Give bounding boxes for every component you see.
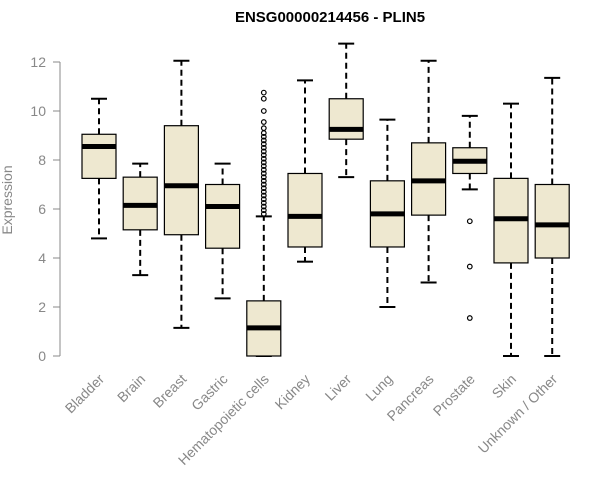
y-tick-label: 6 [38, 201, 46, 217]
box-7 [328, 42, 364, 179]
outlier-point [260, 133, 267, 140]
outlier-point [260, 163, 267, 170]
y-tick-label: 2 [38, 299, 46, 315]
iqr-box [328, 98, 364, 140]
x-tick-label: Lung [362, 371, 395, 404]
outlier-point [260, 203, 267, 210]
outlier-point [260, 210, 267, 217]
outlier-point [260, 181, 267, 188]
outlier-point [260, 159, 267, 166]
y-tick-label: 0 [38, 348, 46, 364]
outlier-point [260, 155, 267, 162]
outlier-point [260, 95, 267, 102]
iqr-box [287, 172, 323, 248]
box-10 [452, 114, 488, 321]
x-tick-label: Brain [114, 371, 148, 405]
outlier-point [260, 199, 267, 206]
box-11 [493, 102, 529, 357]
iqr-box [205, 183, 241, 249]
iqr-box [163, 125, 199, 236]
box-3 [163, 59, 199, 329]
outlier-point [466, 218, 473, 225]
outlier-point [260, 152, 267, 159]
x-tick-label: Liver [322, 371, 355, 404]
y-tick-label: 12 [30, 54, 46, 70]
outlier-point [260, 141, 267, 147]
outlier-point [466, 315, 473, 321]
outlier-point [260, 119, 267, 125]
outlier-point [260, 125, 267, 132]
outlier-point [260, 144, 267, 151]
x-tick-label: Prostate [430, 371, 478, 419]
outlier-point [260, 89, 267, 96]
x-tick-label: Bladder [62, 371, 108, 417]
box-1 [81, 97, 117, 240]
outlier-point [260, 185, 267, 192]
box-4 [205, 162, 241, 300]
iqr-box [81, 133, 117, 179]
y-tick-label: 10 [30, 103, 46, 119]
box-2 [122, 162, 158, 277]
outlier-point [466, 263, 473, 270]
box-5 [246, 89, 282, 357]
x-tick-label: Skin [489, 371, 520, 402]
x-tick-label: Breast [150, 371, 190, 411]
outlier-point [260, 137, 267, 144]
outlier-point [260, 177, 267, 184]
outlier-point [260, 108, 267, 114]
outlier-point [260, 170, 267, 177]
outlier-point [260, 148, 267, 155]
outlier-point [260, 192, 267, 199]
outlier-point [260, 174, 267, 181]
box-8 [369, 118, 405, 308]
box-6 [287, 79, 323, 263]
y-axis-label: Expression [0, 165, 15, 234]
iqr-box [534, 183, 570, 259]
y-axis: 0 2 4 6 8 10 12 [30, 54, 61, 364]
box-series [81, 42, 570, 357]
y-tick-label: 4 [38, 250, 46, 266]
box-12 [534, 76, 570, 357]
outlier-point [260, 166, 267, 173]
y-tick-label: 8 [38, 152, 46, 168]
outlier-point [260, 196, 267, 203]
outlier-point [260, 207, 267, 214]
outlier-point [260, 188, 267, 195]
box-9 [411, 59, 447, 284]
chart-title: ENSG00000214456 - PLIN5 [235, 9, 425, 26]
x-tick-label: Kidney [272, 371, 314, 413]
